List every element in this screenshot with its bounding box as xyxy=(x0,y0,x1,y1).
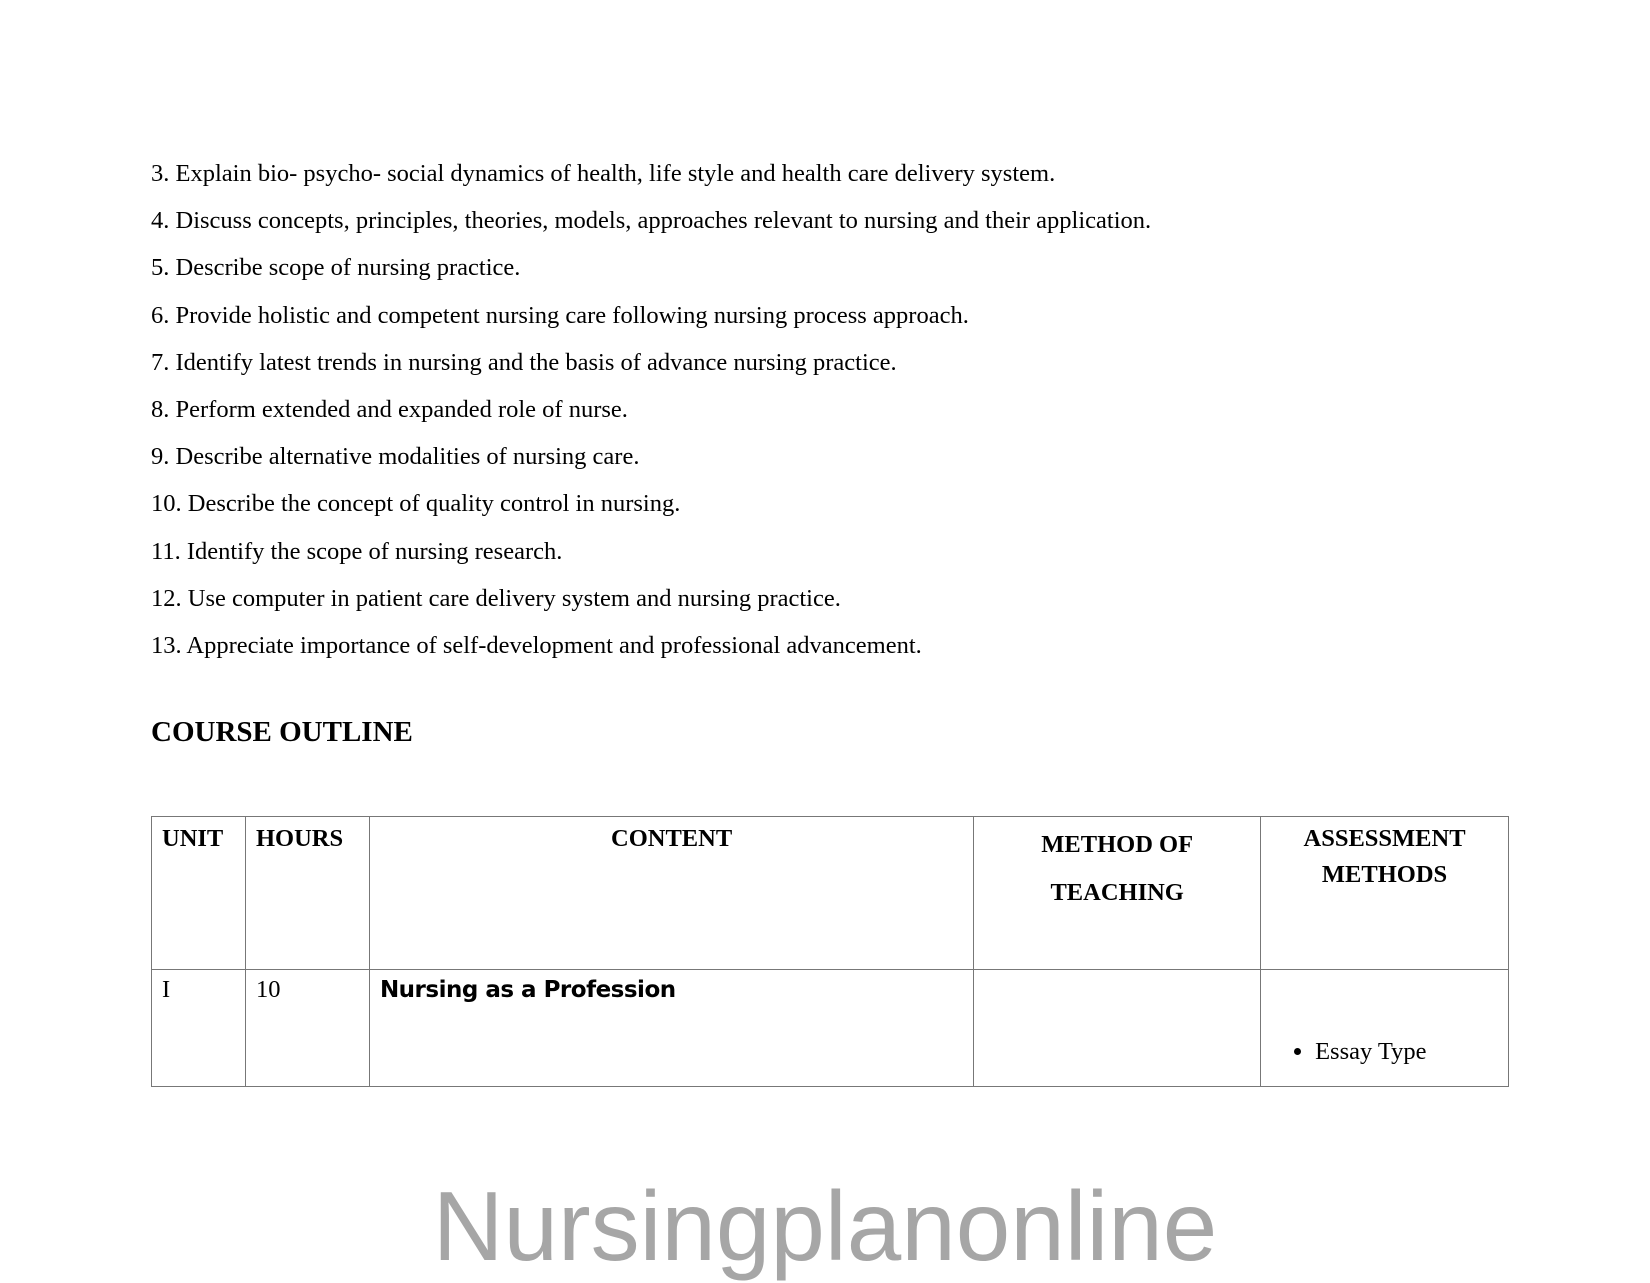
objective-item: 3. Explain bio- psycho- social dynamics … xyxy=(151,160,1056,187)
objective-item: 4. Discuss concepts, principles, theorie… xyxy=(151,207,1152,235)
assessment-item: Essay Type xyxy=(1315,1038,1498,1066)
content-title: Nursing as a Profession xyxy=(379,977,676,1003)
objective-item: 6. Provide holistic and competent nursin… xyxy=(151,301,969,329)
objective-item: 13. Appreciate importance of self-develo… xyxy=(151,632,922,660)
objective-item: 10. Describe the concept of quality cont… xyxy=(151,490,681,518)
cell-assessment: Essay Type xyxy=(1260,969,1509,1087)
cell-content: Nursing as a Profession xyxy=(368,969,975,1087)
table-header-row: UNIT HOURS CONTENT METHOD OF TEACHING AS… xyxy=(151,816,1509,970)
watermark: Nursingplanonline xyxy=(432,1171,1218,1281)
header-assessment-line1: ASSESSMENT xyxy=(1303,825,1466,852)
objective-item: 8. Perform extended and expanded role of… xyxy=(151,396,628,424)
header-hours: HOURS xyxy=(244,816,370,970)
header-assessment: ASSESSMENT METHODS xyxy=(1260,816,1509,970)
cell-unit: I xyxy=(151,969,246,1087)
objective-item: 12. Use computer in patient care deliver… xyxy=(151,584,841,612)
objective-item: 5. Describe scope of nursing practice. xyxy=(151,254,521,282)
objective-item: 11. Identify the scope of nursing resear… xyxy=(151,537,563,565)
header-unit: UNIT xyxy=(151,816,246,970)
header-method-line2: TEACHING xyxy=(1050,879,1184,906)
header-method-line1: METHOD OF xyxy=(1041,831,1194,858)
course-outline-heading: COURSE OUTLINE xyxy=(151,716,413,748)
header-content: CONTENT xyxy=(368,816,975,970)
assessment-list: Essay Type xyxy=(1271,1038,1498,1066)
objective-item: 7. Identify latest trends in nursing and… xyxy=(151,348,897,376)
cell-method xyxy=(973,969,1262,1087)
objectives-list: 3. Explain bio- psycho- social dynamics … xyxy=(151,150,1151,669)
header-assessment-line2: METHODS xyxy=(1321,861,1448,888)
objective-item: 9. Describe alternative modalities of nu… xyxy=(151,443,640,471)
cell-hours: 10 xyxy=(244,969,370,1087)
header-method: METHOD OF TEACHING xyxy=(973,816,1262,970)
table-row: I 10 Nursing as a Profession Essay Type xyxy=(151,969,1509,1087)
course-outline-table: UNIT HOURS CONTENT METHOD OF TEACHING AS… xyxy=(151,816,1509,1087)
